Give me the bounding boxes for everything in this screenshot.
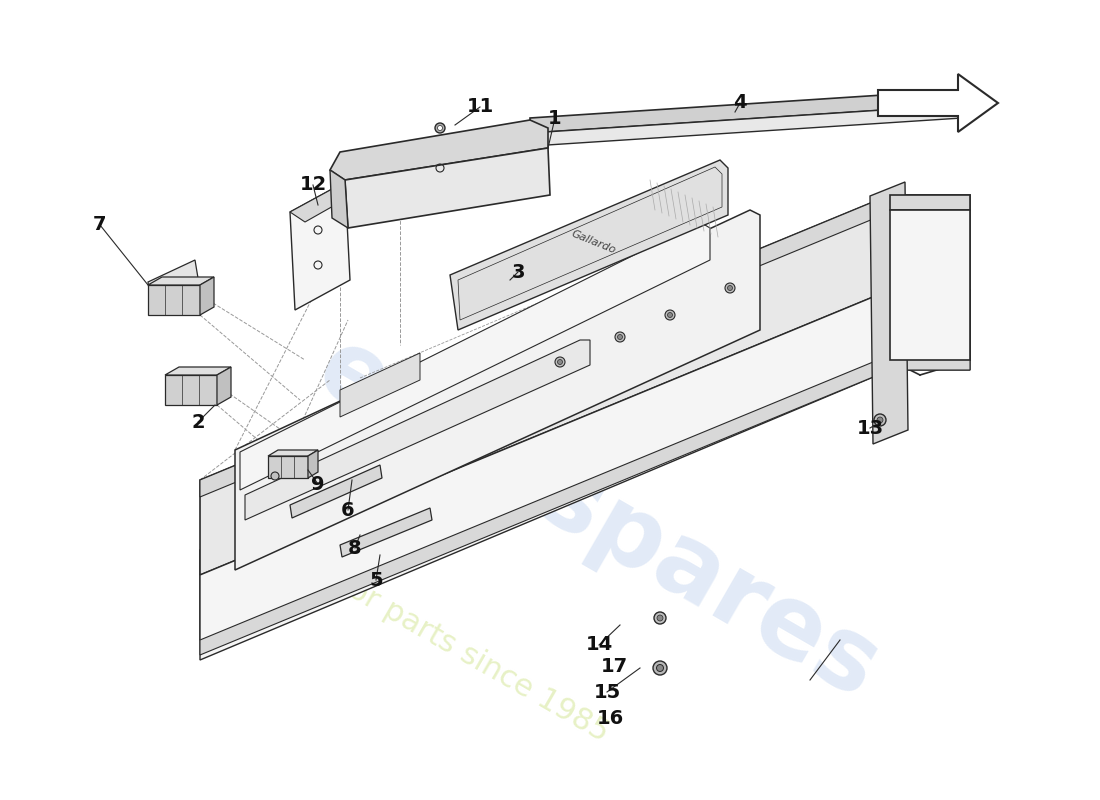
Circle shape	[877, 417, 883, 423]
Text: 4: 4	[734, 94, 747, 113]
Text: 5: 5	[370, 570, 383, 590]
Text: 3: 3	[512, 262, 525, 282]
Polygon shape	[268, 456, 308, 478]
Circle shape	[727, 286, 733, 290]
Polygon shape	[870, 182, 907, 444]
Polygon shape	[290, 182, 350, 310]
Polygon shape	[200, 277, 214, 315]
Polygon shape	[240, 222, 710, 490]
Text: 8: 8	[349, 538, 362, 558]
Polygon shape	[200, 195, 890, 497]
Text: 15: 15	[593, 682, 620, 702]
Text: 16: 16	[596, 709, 624, 727]
Polygon shape	[290, 182, 358, 222]
Circle shape	[657, 665, 663, 671]
Polygon shape	[217, 367, 231, 405]
Text: 1: 1	[548, 109, 562, 127]
Text: 13: 13	[857, 418, 883, 438]
Circle shape	[617, 334, 623, 339]
Polygon shape	[290, 465, 382, 518]
Polygon shape	[165, 375, 217, 405]
Text: 7: 7	[94, 215, 107, 234]
Polygon shape	[245, 340, 590, 520]
Text: a passion for parts since 1985: a passion for parts since 1985	[200, 492, 614, 748]
Circle shape	[556, 357, 565, 367]
Polygon shape	[450, 160, 728, 330]
Circle shape	[558, 359, 562, 365]
Circle shape	[653, 661, 667, 675]
Text: 6: 6	[341, 501, 355, 519]
Circle shape	[438, 126, 442, 130]
Text: eurospares: eurospares	[300, 320, 895, 720]
Polygon shape	[165, 367, 231, 375]
Polygon shape	[890, 195, 970, 210]
Circle shape	[271, 472, 279, 480]
Polygon shape	[268, 450, 318, 456]
Polygon shape	[530, 105, 962, 146]
Text: 11: 11	[466, 98, 494, 117]
Polygon shape	[235, 210, 760, 570]
Polygon shape	[148, 285, 200, 315]
Polygon shape	[530, 90, 968, 133]
Polygon shape	[878, 74, 998, 132]
Circle shape	[434, 123, 446, 133]
Circle shape	[615, 332, 625, 342]
Circle shape	[666, 310, 675, 320]
Polygon shape	[340, 353, 420, 417]
Text: 9: 9	[311, 474, 324, 494]
Circle shape	[874, 414, 886, 426]
Polygon shape	[200, 355, 970, 655]
Text: 14: 14	[585, 635, 613, 654]
Circle shape	[668, 313, 672, 318]
Polygon shape	[340, 508, 432, 557]
Text: Gallardo: Gallardo	[570, 229, 617, 255]
Circle shape	[725, 283, 735, 293]
Text: 17: 17	[601, 657, 628, 675]
Circle shape	[654, 612, 666, 624]
Polygon shape	[200, 290, 970, 660]
Polygon shape	[330, 170, 348, 228]
Polygon shape	[200, 195, 970, 575]
Polygon shape	[148, 260, 200, 312]
Circle shape	[657, 615, 663, 621]
Text: 2: 2	[191, 413, 205, 431]
Polygon shape	[148, 277, 214, 285]
Text: 12: 12	[299, 175, 327, 194]
Polygon shape	[200, 255, 940, 640]
Polygon shape	[308, 450, 318, 478]
Polygon shape	[330, 120, 548, 180]
Polygon shape	[890, 210, 970, 360]
Polygon shape	[345, 148, 550, 228]
